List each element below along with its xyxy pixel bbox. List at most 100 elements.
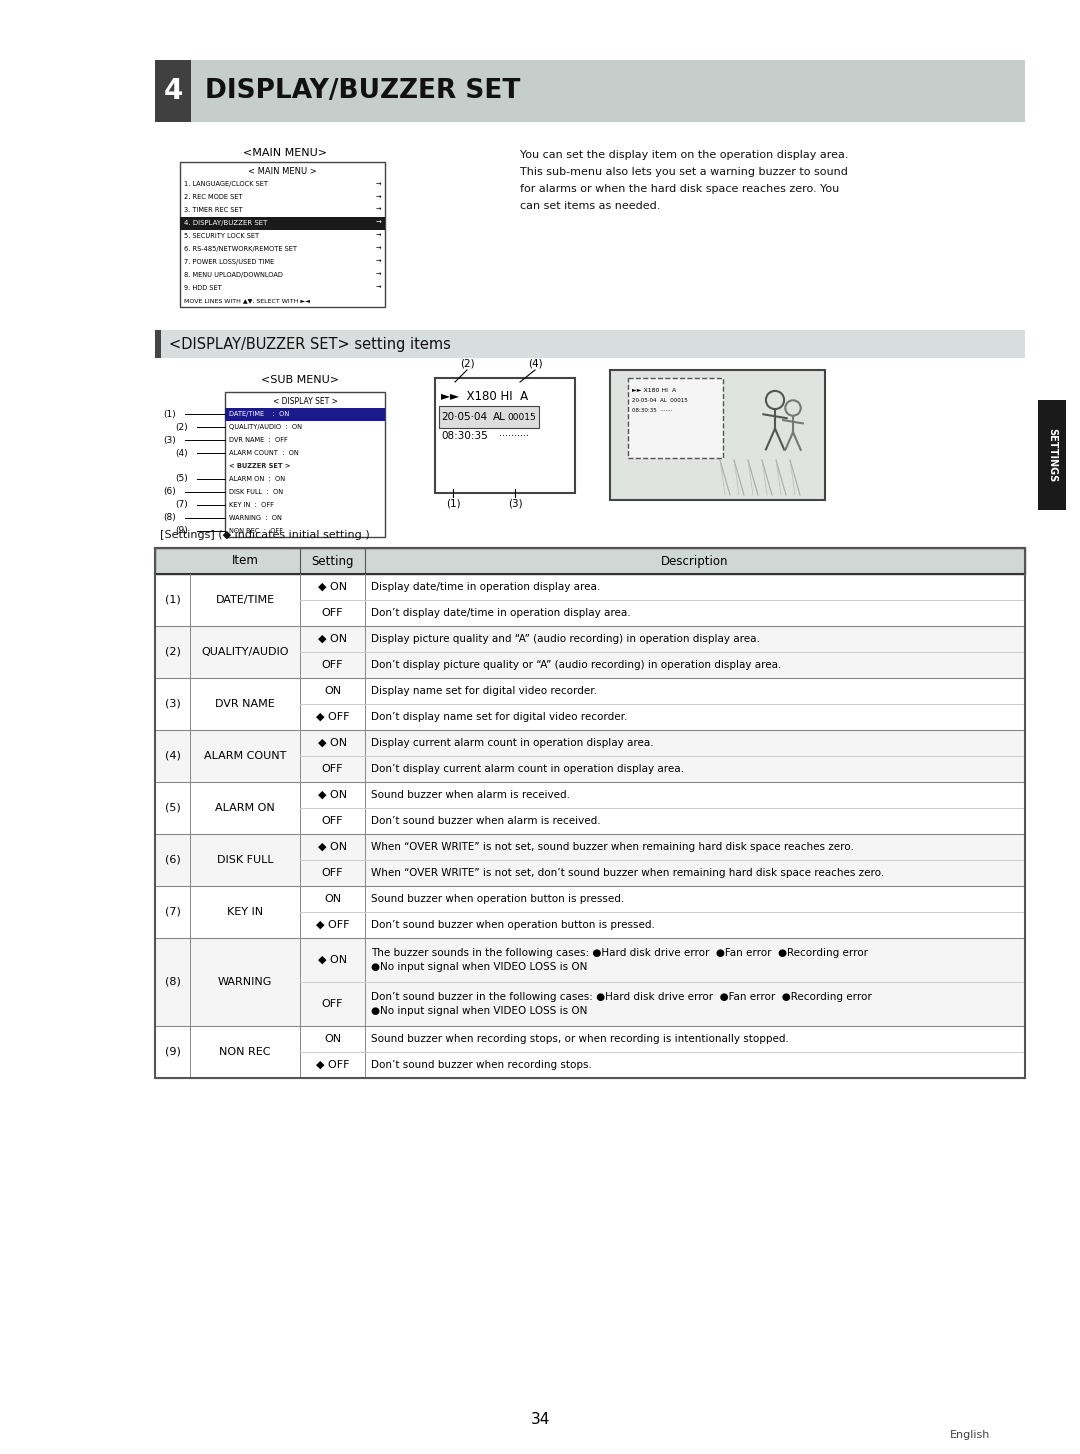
Text: 00015: 00015 <box>507 413 536 422</box>
Text: (3): (3) <box>508 499 523 507</box>
Text: →: → <box>376 233 381 238</box>
Text: < DISPLAY SET >: < DISPLAY SET > <box>272 397 337 407</box>
Text: (8): (8) <box>164 977 180 987</box>
Text: 34: 34 <box>530 1412 550 1428</box>
Text: Don’t sound buzzer when alarm is received.: Don’t sound buzzer when alarm is receive… <box>372 816 600 826</box>
Bar <box>435 378 575 493</box>
Bar <box>438 406 539 427</box>
Text: Don’t sound buzzer when recording stops.: Don’t sound buzzer when recording stops. <box>372 1060 592 1070</box>
Bar <box>156 835 1025 885</box>
Text: DVR NAME  :  OFF: DVR NAME : OFF <box>229 438 287 443</box>
Text: (5): (5) <box>164 803 180 813</box>
Text: 6. RS-485/NETWORK/REMOTE SET: 6. RS-485/NETWORK/REMOTE SET <box>184 246 297 252</box>
Text: (7): (7) <box>175 500 188 509</box>
Bar <box>225 409 384 420</box>
Bar <box>156 60 1025 122</box>
Text: (1): (1) <box>446 499 460 507</box>
Text: ►► X180 HI  A: ►► X180 HI A <box>632 388 676 393</box>
Text: ◆ ON: ◆ ON <box>318 790 347 800</box>
Bar <box>156 782 1025 835</box>
Text: This sub-menu also lets you set a warning buzzer to sound: This sub-menu also lets you set a warnin… <box>519 167 848 177</box>
Bar <box>156 60 191 122</box>
Text: 2. REC MODE SET: 2. REC MODE SET <box>184 195 243 201</box>
Text: NON REC: NON REC <box>219 1047 271 1057</box>
Text: 08:30:35: 08:30:35 <box>441 430 488 441</box>
Text: DVR NAME: DVR NAME <box>215 699 275 710</box>
Bar <box>156 548 1025 574</box>
Text: →: → <box>376 272 381 278</box>
Text: ◆ ON: ◆ ON <box>318 582 347 592</box>
Text: ALARM COUNT: ALARM COUNT <box>204 752 286 760</box>
Text: 20·05·04: 20·05·04 <box>441 411 487 422</box>
Bar <box>156 678 1025 730</box>
Text: (5): (5) <box>175 474 188 483</box>
Text: Don’t display current alarm count in operation display area.: Don’t display current alarm count in ope… <box>372 763 684 774</box>
Text: ON: ON <box>324 1034 341 1044</box>
Bar <box>156 330 1025 358</box>
Text: →: → <box>376 246 381 252</box>
Text: ◆ ON: ◆ ON <box>318 842 347 852</box>
Text: (2): (2) <box>175 423 188 432</box>
Text: (7): (7) <box>164 907 180 917</box>
Text: Don’t sound buzzer when operation button is pressed.: Don’t sound buzzer when operation button… <box>372 920 654 931</box>
Text: for alarms or when the hard disk space reaches zero. You: for alarms or when the hard disk space r… <box>519 185 839 193</box>
Text: →: → <box>376 208 381 214</box>
Text: ALARM ON: ALARM ON <box>215 803 275 813</box>
Text: (2): (2) <box>164 647 180 657</box>
Text: →: → <box>375 220 381 227</box>
Text: →: → <box>376 195 381 201</box>
Text: (9): (9) <box>175 526 188 535</box>
Bar <box>225 393 384 537</box>
Text: Display current alarm count in operation display area.: Display current alarm count in operation… <box>372 739 653 747</box>
Text: Don’t display picture quality or “A” (audio recording) in operation display area: Don’t display picture quality or “A” (au… <box>372 660 781 670</box>
Text: →: → <box>376 182 381 188</box>
Text: SETTINGS: SETTINGS <box>1047 427 1057 483</box>
Text: 08:30:35  ·······: 08:30:35 ······· <box>632 407 673 413</box>
Text: (4): (4) <box>528 359 542 369</box>
Text: ►►  X180 HI  A: ►► X180 HI A <box>441 390 528 403</box>
Text: DISK FULL: DISK FULL <box>217 855 273 865</box>
Text: ◆ ON: ◆ ON <box>318 634 347 644</box>
Text: Item: Item <box>231 554 258 567</box>
Text: OFF: OFF <box>322 999 343 1009</box>
Text: 5. SECURITY LOCK SET: 5. SECURITY LOCK SET <box>184 233 259 238</box>
Text: ◆ ON: ◆ ON <box>318 955 347 965</box>
Text: MOVE LINES WITH ▲▼, SELECT WITH ►◄: MOVE LINES WITH ▲▼, SELECT WITH ►◄ <box>184 298 310 302</box>
Text: (8): (8) <box>163 513 176 522</box>
Text: WARNING  :  ON: WARNING : ON <box>229 515 282 521</box>
Text: ALARM COUNT  :  ON: ALARM COUNT : ON <box>229 451 299 457</box>
Text: The buzzer sounds in the following cases: ●Hard disk drive error  ●Fan error  ●R: The buzzer sounds in the following cases… <box>372 948 868 958</box>
Text: (4): (4) <box>164 752 180 760</box>
Text: (4): (4) <box>175 449 188 458</box>
Text: 4. DISPLAY/BUZZER SET: 4. DISPLAY/BUZZER SET <box>184 220 268 227</box>
Text: OFF: OFF <box>322 763 343 774</box>
Text: < MAIN MENU >: < MAIN MENU > <box>248 167 316 176</box>
Bar <box>180 161 384 307</box>
Text: (6): (6) <box>163 487 176 496</box>
Bar <box>156 885 1025 938</box>
Bar <box>610 369 825 500</box>
Text: (2): (2) <box>460 359 474 369</box>
Text: (3): (3) <box>163 436 176 445</box>
Text: When “OVER WRITE” is not set, sound buzzer when remaining hard disk space reache: When “OVER WRITE” is not set, sound buzz… <box>372 842 854 852</box>
Text: <DISPLAY/BUZZER SET> setting items: <DISPLAY/BUZZER SET> setting items <box>168 336 450 352</box>
Bar <box>156 574 1025 627</box>
Text: Sound buzzer when alarm is received.: Sound buzzer when alarm is received. <box>372 790 570 800</box>
Text: (1): (1) <box>163 410 176 419</box>
Text: OFF: OFF <box>322 868 343 878</box>
Text: <MAIN MENU>: <MAIN MENU> <box>243 148 327 158</box>
Text: can set items as needed.: can set items as needed. <box>519 201 660 211</box>
Text: Sound buzzer when recording stops, or when recording is intentionally stopped.: Sound buzzer when recording stops, or wh… <box>372 1034 788 1044</box>
Text: Display name set for digital video recorder.: Display name set for digital video recor… <box>372 686 597 696</box>
Text: You can set the display item on the operation display area.: You can set the display item on the oper… <box>519 150 849 160</box>
Text: When “OVER WRITE” is not set, don’t sound buzzer when remaining hard disk space : When “OVER WRITE” is not set, don’t soun… <box>372 868 885 878</box>
Text: WARNING: WARNING <box>218 977 272 987</box>
Text: →: → <box>376 285 381 291</box>
Text: NON REC  :  OFF: NON REC : OFF <box>229 528 283 534</box>
Text: ALARM ON  :  ON: ALARM ON : ON <box>229 475 285 481</box>
Text: ◆ OFF: ◆ OFF <box>315 1060 349 1070</box>
Text: Setting: Setting <box>311 554 354 567</box>
Text: ●No input signal when VIDEO LOSS is ON: ●No input signal when VIDEO LOSS is ON <box>372 1006 588 1016</box>
Text: Display picture quality and “A” (audio recording) in operation display area.: Display picture quality and “A” (audio r… <box>372 634 760 644</box>
Text: 1. LANGUAGE/CLOCK SET: 1. LANGUAGE/CLOCK SET <box>184 182 268 188</box>
